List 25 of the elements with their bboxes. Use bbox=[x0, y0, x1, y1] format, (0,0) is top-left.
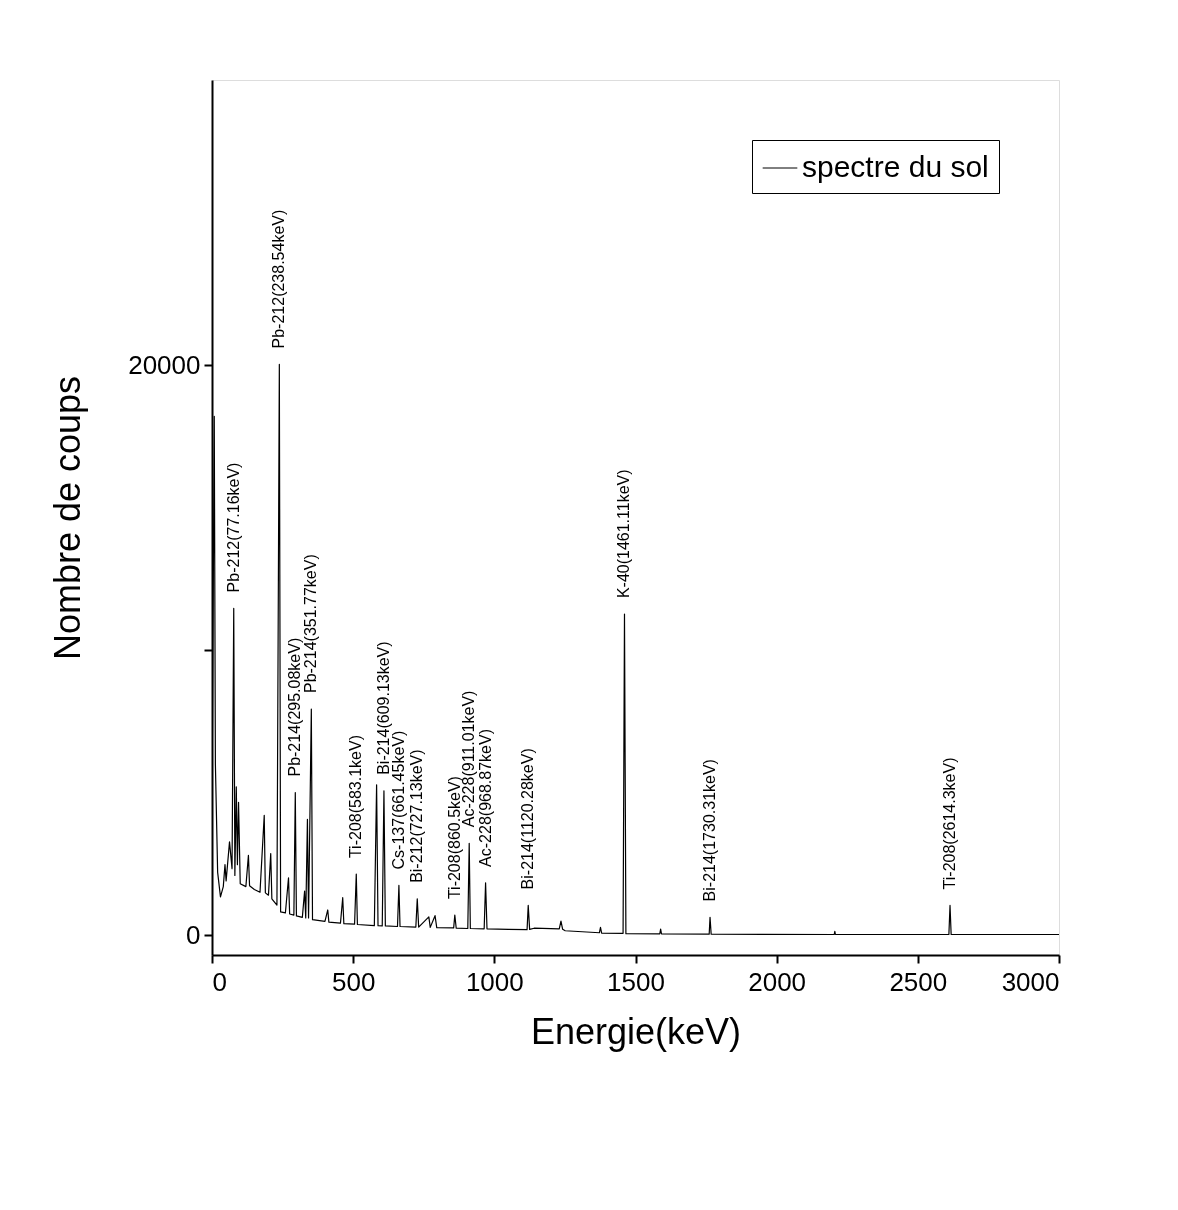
annotation: Bi-214(609.13keV) bbox=[374, 641, 392, 775]
annotation: Pb-212(77.16keV) bbox=[224, 462, 242, 593]
annotation: Pb-212(238.54keV) bbox=[270, 209, 288, 349]
y-tick-label: 20000 bbox=[128, 349, 201, 380]
annotation: Bi-214(1730.31keV) bbox=[701, 759, 719, 902]
x-tick-label: 1500 bbox=[607, 966, 665, 997]
annotation: K-40(1461.11keV) bbox=[615, 469, 633, 599]
x-tick-label: 3000 bbox=[1001, 966, 1060, 997]
y-axis-title: Nombre de coups bbox=[47, 375, 89, 661]
annotation: Ti-208(860.5keV) bbox=[445, 776, 463, 900]
annotation: Pb-214(351.77keV) bbox=[302, 554, 320, 694]
annotation: Ti-208(2614.3keV) bbox=[941, 757, 959, 890]
annotation: Bi-214(1120.28keV) bbox=[519, 748, 537, 890]
x-tick-label: 2500 bbox=[889, 966, 948, 997]
annotation: Pb-214(295.08keV) bbox=[286, 637, 304, 777]
x-tick-label: 2000 bbox=[748, 966, 807, 997]
annotation: Ti-208(583.1keV) bbox=[347, 735, 365, 859]
legend-label: spectre du sol bbox=[802, 150, 989, 183]
x-tick-label: 500 bbox=[331, 966, 376, 997]
x-axis-title: Energie(keV) bbox=[530, 1010, 742, 1052]
x-tick-label: 1000 bbox=[465, 966, 524, 997]
x-tick-label: 0 bbox=[212, 966, 227, 997]
annotation: Ac-228(968.87keV) bbox=[476, 729, 494, 867]
annotation: Cs-137(661.45keV) bbox=[389, 730, 407, 870]
annotation: Bi-212(727.13keV) bbox=[408, 749, 426, 883]
